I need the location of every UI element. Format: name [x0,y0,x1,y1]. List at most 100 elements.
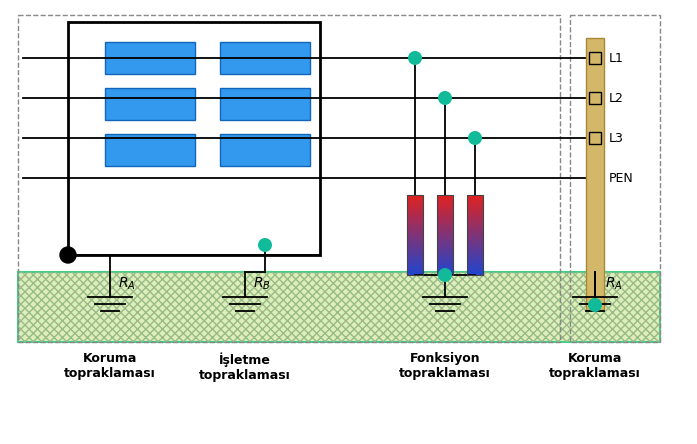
Bar [437,251,453,254]
Bar [467,235,483,238]
Bar [407,251,423,254]
Bar [467,240,483,243]
Bar [407,214,423,217]
Bar [467,195,483,275]
Bar [467,224,483,227]
Bar [407,256,423,259]
Bar [467,208,483,211]
Bar [220,42,310,74]
Bar [105,88,195,120]
Bar [407,230,423,233]
Bar [407,259,423,262]
Bar [437,208,453,211]
Text: PEN: PEN [609,171,634,185]
Bar [467,259,483,262]
Bar [407,195,423,198]
Bar [68,22,320,255]
Bar [437,243,453,246]
Bar [437,211,453,214]
Bar [407,203,423,206]
Bar [467,216,483,219]
Bar [407,211,423,214]
Bar [467,211,483,214]
Bar [437,264,453,267]
Text: İşletme
topraklaması: İşletme topraklaması [199,352,291,381]
Bar [437,214,453,217]
Bar [407,222,423,225]
Bar [437,270,453,273]
Bar [407,235,423,238]
Text: L3: L3 [609,131,624,144]
Bar [467,251,483,254]
Bar [407,272,423,275]
Bar [407,262,423,265]
Bar [407,224,423,227]
Bar [407,238,423,241]
Bar [407,270,423,273]
Bar [589,52,601,64]
Bar [467,272,483,275]
Bar [467,227,483,230]
Bar [437,195,453,198]
Bar [407,243,423,246]
Bar [407,264,423,267]
Circle shape [438,91,452,105]
Bar [407,248,423,251]
Bar [437,246,453,249]
Bar [220,88,310,120]
Text: Koruma
topraklaması: Koruma topraklaması [549,352,641,380]
Bar [105,42,195,74]
Bar [437,203,453,206]
Bar [407,198,423,201]
Bar [437,238,453,241]
Bar [437,206,453,209]
Circle shape [60,247,76,263]
Bar [467,246,483,249]
Bar [467,232,483,235]
Bar [105,134,195,166]
Circle shape [438,268,452,282]
Text: L1: L1 [609,52,624,64]
Text: L2: L2 [609,91,624,104]
Bar [18,272,660,342]
Bar [220,134,310,166]
Bar [467,270,483,273]
Bar [437,256,453,259]
Bar [467,264,483,267]
Bar [467,214,483,217]
Bar [467,203,483,206]
Circle shape [408,51,422,65]
Bar [437,254,453,257]
Bar [407,206,423,209]
Bar [437,240,453,243]
Bar [18,272,660,342]
Bar [407,246,423,249]
Bar [437,272,453,275]
Bar [407,219,423,222]
Bar [437,267,453,270]
Bar [589,132,601,144]
Text: $R_A$: $R_A$ [118,276,136,292]
Text: Fonksiyon
topraklaması: Fonksiyon topraklaması [399,352,491,380]
Bar [586,38,604,310]
Bar [467,206,483,209]
Bar [407,232,423,235]
Bar [467,222,483,225]
Bar [467,219,483,222]
Bar [467,262,483,265]
Bar [467,200,483,203]
Bar [407,200,423,203]
Circle shape [468,131,482,145]
Bar [437,230,453,233]
Bar [407,227,423,230]
Bar [467,243,483,246]
Bar [437,200,453,203]
Circle shape [588,298,602,312]
Bar [589,92,601,104]
Circle shape [258,238,272,252]
Bar [467,256,483,259]
Bar [437,219,453,222]
Bar [467,254,483,257]
Bar [437,216,453,219]
Bar [407,208,423,211]
